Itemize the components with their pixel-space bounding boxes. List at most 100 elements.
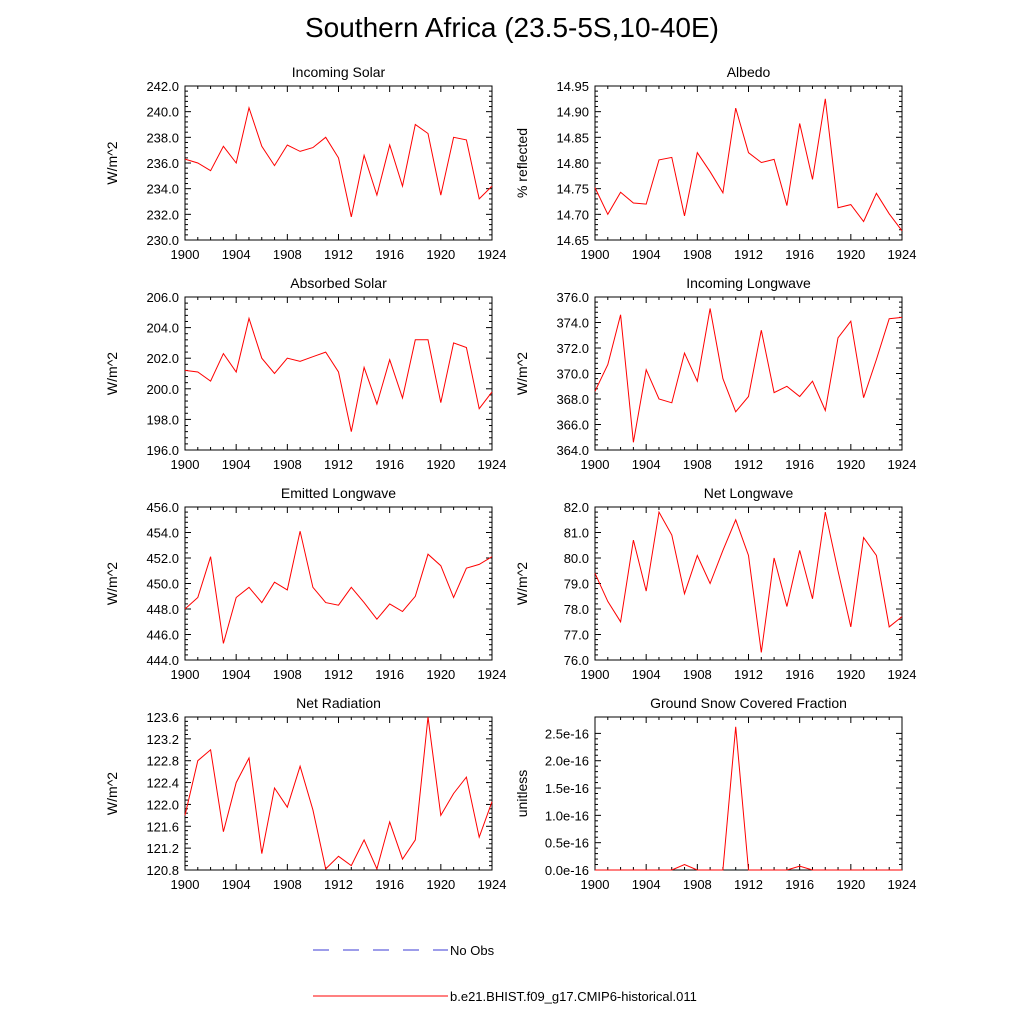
x-tick-label: 1900 [581,667,610,682]
chart-panel-2: Albedo % reflected 1900 1904 1908 1912 1916 192… [514,64,916,262]
x-tick-label: 1900 [581,877,610,892]
y-tick-label: 1.5e-16 [545,781,589,796]
y-tick-label: 206.0 [146,290,179,305]
y-tick-label: 79.0 [564,577,589,592]
y-tick-label: 372.0 [556,341,589,356]
x-tick-label: 1904 [632,247,661,262]
y-tick-label: 242.0 [146,79,179,94]
x-tick-label: 1920 [836,247,865,262]
x-tick-label: 1916 [785,457,814,472]
plot-frame [594,506,903,661]
x-tick-label: 1908 [273,457,302,472]
y-tick-label: 204.0 [146,321,179,336]
x-tick-label: 1900 [171,667,200,682]
y-tick-label: 446.0 [146,628,179,643]
y-tick-label: 376.0 [556,290,589,305]
y-tick-label: 368.0 [556,392,589,407]
x-tick-label: 1904 [222,667,251,682]
x-tick-label: 1912 [734,877,763,892]
x-tick-label: 1920 [426,247,455,262]
panel-title: Ground Snow Covered Fraction [650,695,847,711]
x-tick-label: 1916 [785,877,814,892]
plot-frame [184,85,493,241]
series-line [184,716,493,871]
x-tick-label: 1916 [375,247,404,262]
panel-title: Net Radiation [296,695,381,711]
y-tick-label: 196.0 [146,443,179,458]
x-tick-label: 1900 [581,457,610,472]
plot-frame [184,716,493,871]
y-tick-label: 454.0 [146,526,179,541]
y-tick-label: 14.65 [556,233,589,248]
chart-panel-1: Incoming Solar W/m^2 1900 1904 1908 1912 1916 1… [104,64,506,262]
y-tick-label: 121.6 [146,819,179,834]
chart-panel-4: Incoming Longwave W/m^2 1900 1904 1908 1912 19… [514,275,916,472]
x-tick-label: 1904 [632,877,661,892]
y-tick-label: 448.0 [146,602,179,617]
y-tick-label: 452.0 [146,551,179,566]
x-tick-label: 1916 [375,667,404,682]
y-tick-label: 200.0 [146,382,179,397]
y-axis-label: W/m^2 [514,562,530,605]
y-tick-label: 121.2 [146,841,179,856]
x-tick-label: 1916 [785,247,814,262]
y-tick-label: 78.0 [564,602,589,617]
y-tick-label: 232.0 [146,207,179,222]
y-tick-label: 230.0 [146,233,179,248]
plot-frame [594,296,903,451]
x-tick-label: 1912 [324,667,353,682]
x-tick-label: 1920 [836,877,865,892]
x-tick-label: 1912 [324,247,353,262]
y-tick-label: 2.5e-16 [545,726,589,741]
x-tick-label: 1904 [222,247,251,262]
y-axis-label: W/m^2 [104,352,120,395]
y-tick-label: 122.0 [146,797,179,812]
chart-panel-3: Absorbed Solar W/m^2 1900 1904 1908 1912 1916 1… [104,275,506,472]
x-tick-label: 1908 [273,877,302,892]
panel-title: Incoming Longwave [686,275,811,291]
chart-panel-8: Ground Snow Covered Fraction unitless 1900… [514,695,916,892]
x-tick-label: 1904 [222,877,251,892]
legend: No Obs b.e21.BHIST.f09_g17.CMIP6-historic… [313,943,697,1004]
y-tick-label: 236.0 [146,156,179,171]
x-tick-label: 1924 [888,247,917,262]
y-tick-label: 14.80 [556,156,589,171]
x-tick-label: 1900 [171,457,200,472]
x-tick-label: 1920 [836,457,865,472]
y-tick-label: 198.0 [146,412,179,427]
x-tick-label: 1912 [324,457,353,472]
x-tick-label: 1920 [426,667,455,682]
y-tick-label: 240.0 [146,105,179,120]
series-line [594,98,903,232]
x-tick-label: 1904 [222,457,251,472]
y-axis-label: unitless [514,770,530,817]
x-tick-label: 1900 [581,247,610,262]
y-tick-label: 374.0 [556,316,589,331]
x-tick-label: 1900 [171,877,200,892]
series-line [184,316,493,432]
x-tick-label: 1924 [478,667,507,682]
x-tick-label: 1908 [273,667,302,682]
x-tick-label: 1924 [478,457,507,472]
x-tick-label: 1920 [426,877,455,892]
y-axis-label: W/m^2 [104,141,120,184]
chart-panel-5: Emitted Longwave W/m^2 1900 1904 1908 1912 191… [104,485,506,682]
x-tick-label: 1916 [785,667,814,682]
x-tick-label: 1908 [683,877,712,892]
y-tick-label: 81.0 [564,526,589,541]
y-tick-label: 120.8 [146,863,179,878]
y-tick-label: 14.90 [556,105,589,120]
x-tick-label: 1920 [426,457,455,472]
y-axis-label: % reflected [514,128,530,198]
y-tick-label: 14.70 [556,207,589,222]
y-tick-label: 14.95 [556,79,589,94]
y-tick-label: 450.0 [146,577,179,592]
legend-label-no-obs: No Obs [450,943,495,958]
panel-title: Incoming Solar [292,64,386,80]
series-line [594,308,903,443]
y-tick-label: 364.0 [556,443,589,458]
x-tick-label: 1904 [632,667,661,682]
x-tick-label: 1924 [888,667,917,682]
y-tick-label: 0.5e-16 [545,836,589,851]
y-tick-label: 14.85 [556,130,589,145]
